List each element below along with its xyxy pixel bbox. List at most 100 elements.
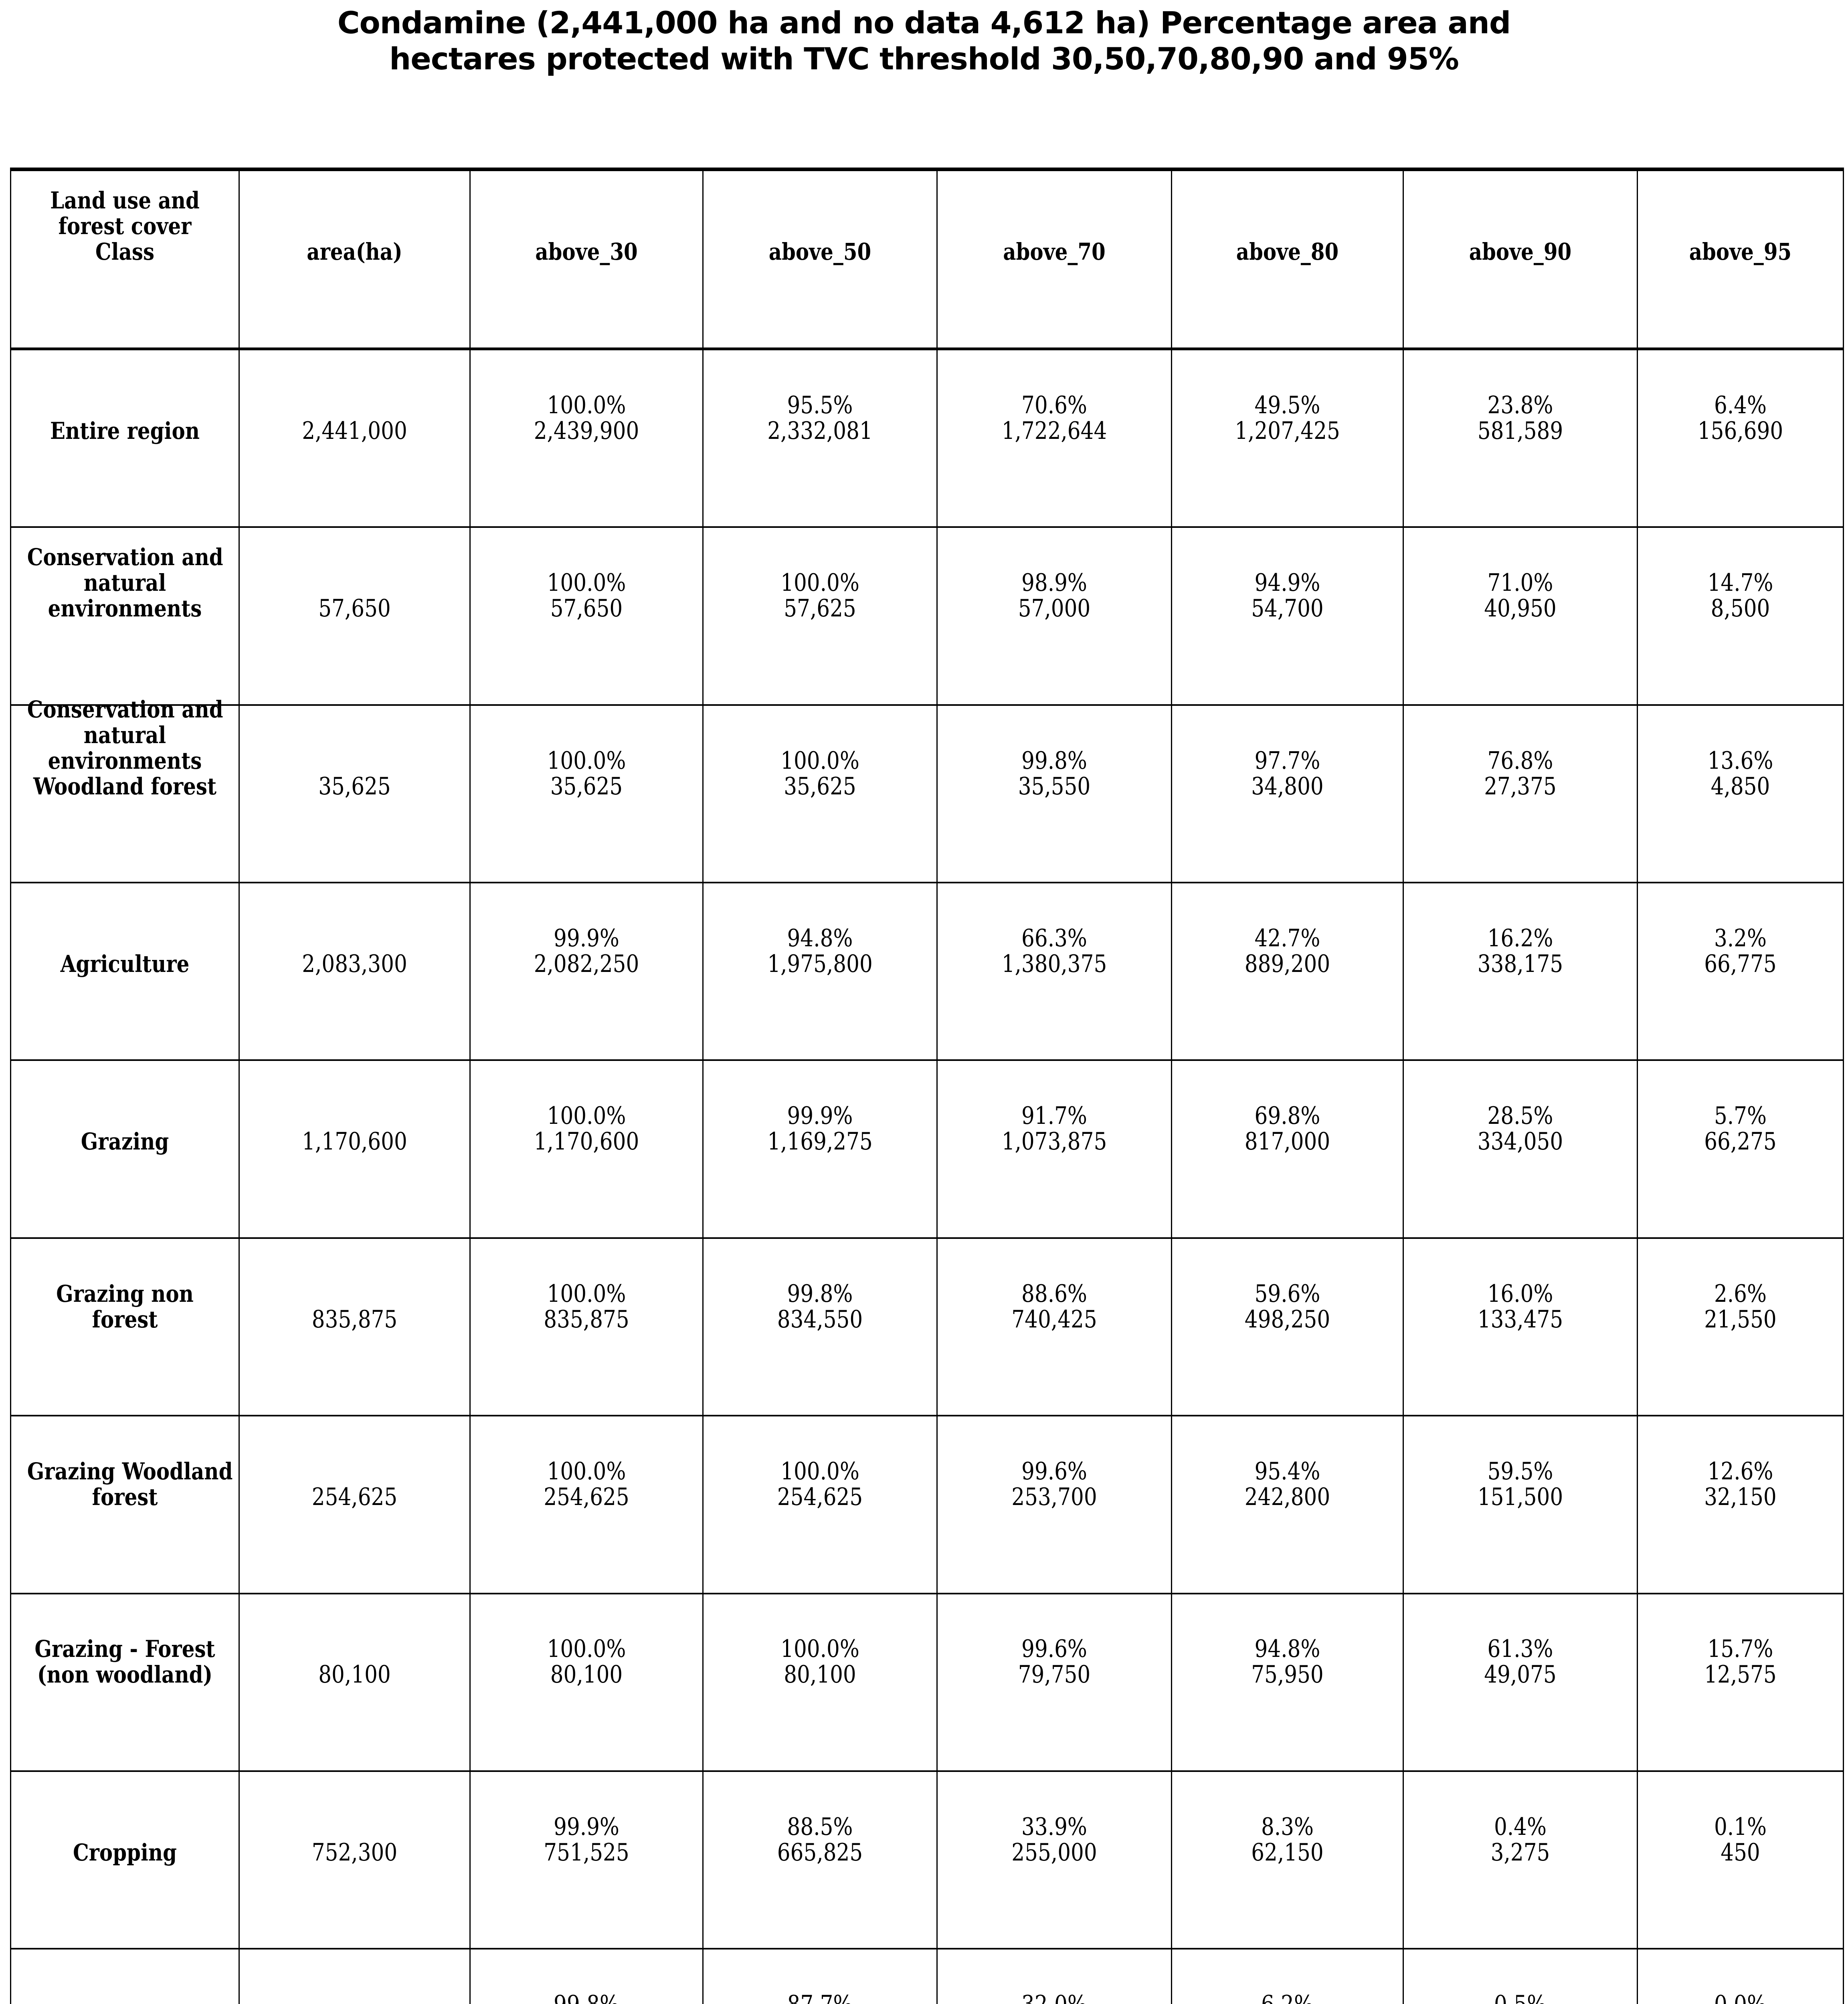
text-line: 581,589 [1477, 416, 1563, 445]
threshold-cell: 71.0% 40,950 [1404, 528, 1638, 704]
text-line: 8,500 [1711, 594, 1770, 623]
cell-text: Conservation and natural environments Woodl… [27, 697, 223, 799]
cell-text: 99.6% 253,700 [954, 1459, 1155, 1510]
text-line: 99.6% [1021, 1457, 1087, 1486]
text-line: forest cover [58, 212, 192, 240]
cell-text: 76.8% 27,375 [1420, 748, 1621, 799]
page-title-line-2: hectares protected with TVC threshold 30… [389, 41, 1459, 77]
cell-text: 99.9% 751,525 [487, 1814, 686, 1865]
cell-text: 88.6% 740,425 [954, 1281, 1155, 1332]
threshold-cell: 49.5% 1,207,425 [1172, 350, 1404, 527]
text-line: 35,625 [784, 772, 856, 800]
threshold-cell: 87.7%140,425 [704, 1949, 938, 2004]
cell-text: Cropping [27, 1840, 223, 1865]
text-line: 57,650 [550, 594, 623, 623]
text-line: 100.0% [547, 746, 626, 775]
text-line: 16.0% [1487, 1279, 1553, 1308]
text-line: Entire region [50, 417, 200, 444]
threshold-cell: 97.7% 34,800 [1172, 705, 1404, 882]
text-line: 14.7% [1707, 569, 1773, 597]
table-row: Grazing 1,170,600 100.0% 1,170,600 99.9% 1,16… [11, 1059, 1843, 1237]
cell-text: 94.9% 54,700 [1188, 570, 1387, 621]
table-row: Conservation and natural environments Woodl… [11, 697, 1843, 882]
text-line: area(ha) [307, 238, 402, 266]
text-line: 2,441,000 [302, 416, 407, 445]
threshold-cell: 33.9% 255,000 [938, 1772, 1172, 1948]
text-line: above_80 [1236, 238, 1339, 266]
cell-text: 33.9% 255,000 [954, 1814, 1155, 1865]
threshold-cell: 99.8% 35,550 [938, 705, 1172, 882]
text-line: 88.5% [787, 1812, 853, 1841]
threshold-cell: 66.3% 1,380,375 [938, 883, 1172, 1060]
cell-text: 16.2% 338,175 [1420, 925, 1621, 977]
cell-text: 100.0% 254,625 [487, 1459, 686, 1510]
text-line: 95.5% [787, 391, 853, 419]
cell-text: 42.7% 889,200 [1188, 925, 1387, 977]
text-line: 35,625 [550, 772, 623, 800]
text-line: 254,625 [544, 1483, 629, 1511]
cell-text: 100.0% 835,875 [487, 1281, 686, 1332]
row-label: Conservation and natural environments Woodl… [11, 697, 240, 882]
cell-text: 100.0% 57,650 [487, 570, 686, 621]
header-class-column: Land use and forest cover Class [11, 171, 240, 347]
row-label: Grazing non forest [11, 1238, 240, 1415]
cell-text: 752,300 [256, 1840, 453, 1865]
threshold-cell: 88.6% 740,425 [938, 1238, 1172, 1415]
text-line: 80,100 [318, 1661, 391, 1689]
cell-text: 16.0% 133,475 [1420, 1281, 1621, 1332]
cell-text: Agriculture [27, 951, 223, 977]
text-line: above_30 [535, 238, 638, 266]
text-line: 15.7% [1707, 1635, 1773, 1663]
area-value: 35,625 [240, 705, 471, 882]
area-value: 1,170,600 [240, 1061, 471, 1237]
cell-text: 59.6% 498,250 [1188, 1281, 1387, 1332]
text-line: 100.0% [547, 569, 626, 597]
text-line: 49.5% [1254, 391, 1320, 419]
text-line: 889,200 [1244, 949, 1330, 978]
text-line: 32.0% [954, 1992, 1155, 2004]
text-line: 6.2% [1188, 1992, 1387, 2004]
text-line: 49,075 [1484, 1661, 1557, 1689]
text-line: 32,150 [1704, 1483, 1777, 1511]
text-line: 70.6% [1021, 391, 1087, 419]
cell-text: 835,875 [256, 1307, 453, 1332]
text-line: 1,073,875 [1001, 1127, 1107, 1156]
threshold-cell: 100.0% 254,625 [704, 1416, 938, 1593]
cell-text: above_90 [1420, 239, 1621, 265]
text-line: 21,550 [1704, 1305, 1777, 1333]
area-value: 2,441,000 [240, 350, 471, 527]
text-line: 59.5% [1487, 1457, 1553, 1486]
cell-text: 13.6% 4,850 [1652, 748, 1828, 799]
text-line: Grazing [81, 1128, 169, 1156]
text-line: 62,150 [1251, 1838, 1324, 1867]
threshold-cell: 13.6% 4,850 [1638, 706, 1843, 882]
table-row: Grazing non forest 835,875 100.0% 835,875 99.… [11, 1237, 1843, 1415]
cell-text: 80,100 [256, 1662, 453, 1687]
page-title: Condamine (2,441,000 ha and no data 4,61… [0, 5, 1848, 77]
row-label: Cropping [11, 1772, 240, 1948]
text-line: 79,750 [1018, 1661, 1091, 1689]
threshold-cell: 28.5% 334,050 [1404, 1061, 1638, 1237]
text-line: 40,950 [1484, 594, 1557, 623]
text-line: above_90 [1469, 238, 1572, 266]
text-line: 100.0% [780, 1635, 859, 1663]
text-line: 2,439,900 [534, 416, 639, 445]
text-line: 35,625 [318, 772, 391, 800]
area-value: 160,125 [240, 1949, 471, 2004]
threshold-cell: 16.0% 133,475 [1404, 1238, 1638, 1415]
cell-text: 5.7% 66,275 [1652, 1103, 1828, 1154]
text-line: 94.9% [1254, 569, 1320, 597]
cell-text: 99.9% 2,082,250 [487, 925, 686, 977]
text-line: 69.8% [1254, 1102, 1320, 1130]
text-line: natural [83, 721, 166, 749]
text-line: Grazing - Forest [34, 1635, 215, 1663]
table-header-row: Land use and forest cover Class area(ha) abo… [11, 171, 1843, 347]
text-line: Cropping [73, 1838, 177, 1866]
text-line: 156,690 [1697, 416, 1783, 445]
threshold-cell: 61.3% 49,075 [1404, 1594, 1638, 1770]
text-line: 28.5% [1487, 1102, 1553, 1130]
text-line: 1,207,425 [1235, 416, 1340, 445]
text-line: 8.3% [1261, 1812, 1314, 1841]
text-line: 3.2% [1714, 924, 1767, 952]
threshold-cell: 0.1% 450 [1638, 1772, 1843, 1948]
